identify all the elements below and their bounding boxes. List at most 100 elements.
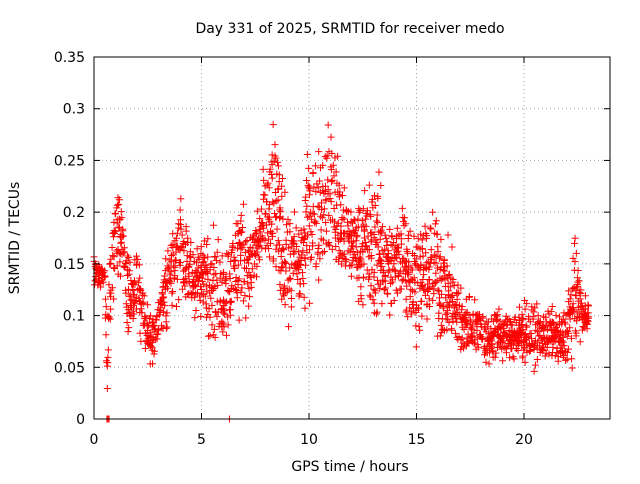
data-point — [202, 282, 210, 290]
data-point — [492, 349, 500, 357]
data-point — [120, 263, 128, 271]
data-point — [138, 309, 146, 317]
data-point — [259, 165, 267, 173]
data-point — [406, 227, 414, 235]
data-point — [223, 331, 231, 339]
data-point — [577, 299, 585, 307]
data-point — [384, 290, 392, 298]
data-point — [168, 251, 176, 259]
data-point — [289, 269, 297, 277]
data-point — [347, 272, 355, 280]
data-point — [425, 263, 433, 271]
data-point — [453, 295, 461, 303]
data-point — [301, 304, 309, 312]
data-point — [281, 284, 289, 292]
data-point — [551, 352, 559, 360]
data-point — [253, 207, 261, 215]
data-point — [306, 246, 314, 254]
data-point — [212, 256, 220, 264]
data-point — [423, 315, 431, 323]
data-point — [468, 332, 476, 340]
data-point — [302, 193, 310, 201]
data-point — [436, 253, 444, 261]
data-point — [115, 196, 123, 204]
data-point — [359, 301, 367, 309]
data-point — [273, 225, 281, 233]
data-point — [310, 183, 318, 191]
data-point — [125, 292, 133, 300]
data-point — [273, 158, 281, 166]
data-point — [545, 350, 553, 358]
data-point — [110, 253, 118, 261]
data-point — [339, 191, 347, 199]
data-point — [199, 258, 207, 266]
data-point — [306, 185, 314, 193]
data-point — [380, 286, 388, 294]
data-point — [358, 216, 366, 224]
data-point — [263, 241, 271, 249]
data-point — [140, 292, 148, 300]
data-point — [278, 295, 286, 303]
data-point — [175, 296, 183, 304]
data-point — [381, 245, 389, 253]
data-point — [210, 264, 218, 272]
data-point — [117, 208, 125, 216]
data-point — [299, 247, 307, 255]
data-point — [495, 305, 503, 313]
data-point — [340, 184, 348, 192]
data-point — [404, 313, 412, 321]
data-point — [169, 240, 177, 248]
data-point — [376, 285, 384, 293]
data-point — [127, 296, 135, 304]
data-point — [102, 295, 110, 303]
data-point — [126, 311, 134, 319]
data-point — [395, 272, 403, 280]
data-point — [322, 219, 330, 227]
data-point — [171, 267, 179, 275]
data-point — [282, 240, 290, 248]
data-point — [320, 205, 328, 213]
data-point — [499, 357, 507, 365]
data-point — [581, 292, 589, 300]
data-point — [307, 255, 315, 263]
data-point — [271, 141, 279, 149]
data-point — [438, 290, 446, 298]
data-point — [309, 169, 317, 177]
data-point — [125, 324, 133, 332]
data-point — [402, 295, 410, 303]
data-point — [568, 304, 576, 312]
data-point — [168, 289, 176, 297]
data-point — [107, 305, 115, 313]
data-point — [110, 264, 118, 272]
data-point — [357, 283, 365, 291]
data-point — [473, 326, 481, 334]
data-point — [279, 263, 287, 271]
data-point — [445, 318, 453, 326]
data-point — [522, 322, 530, 330]
data-point — [519, 352, 527, 360]
data-point — [429, 208, 437, 216]
data-point — [531, 361, 539, 369]
data-point — [180, 238, 188, 246]
data-point — [111, 227, 119, 235]
data-point — [109, 252, 117, 260]
data-point — [439, 325, 447, 333]
data-point — [465, 293, 473, 301]
data-point — [572, 329, 580, 337]
data-point — [367, 238, 375, 246]
data-point — [376, 235, 384, 243]
data-point — [310, 210, 318, 218]
data-point — [533, 300, 541, 308]
data-point — [454, 281, 462, 289]
data-point — [552, 311, 560, 319]
data-point — [270, 255, 277, 263]
data-point — [342, 256, 350, 264]
data-point — [265, 253, 273, 261]
data-point — [230, 256, 238, 264]
data-point — [491, 353, 499, 361]
data-point — [213, 248, 221, 256]
data-point — [421, 291, 429, 299]
data-points — [90, 121, 593, 423]
data-point — [322, 227, 330, 235]
data-point — [278, 264, 286, 272]
